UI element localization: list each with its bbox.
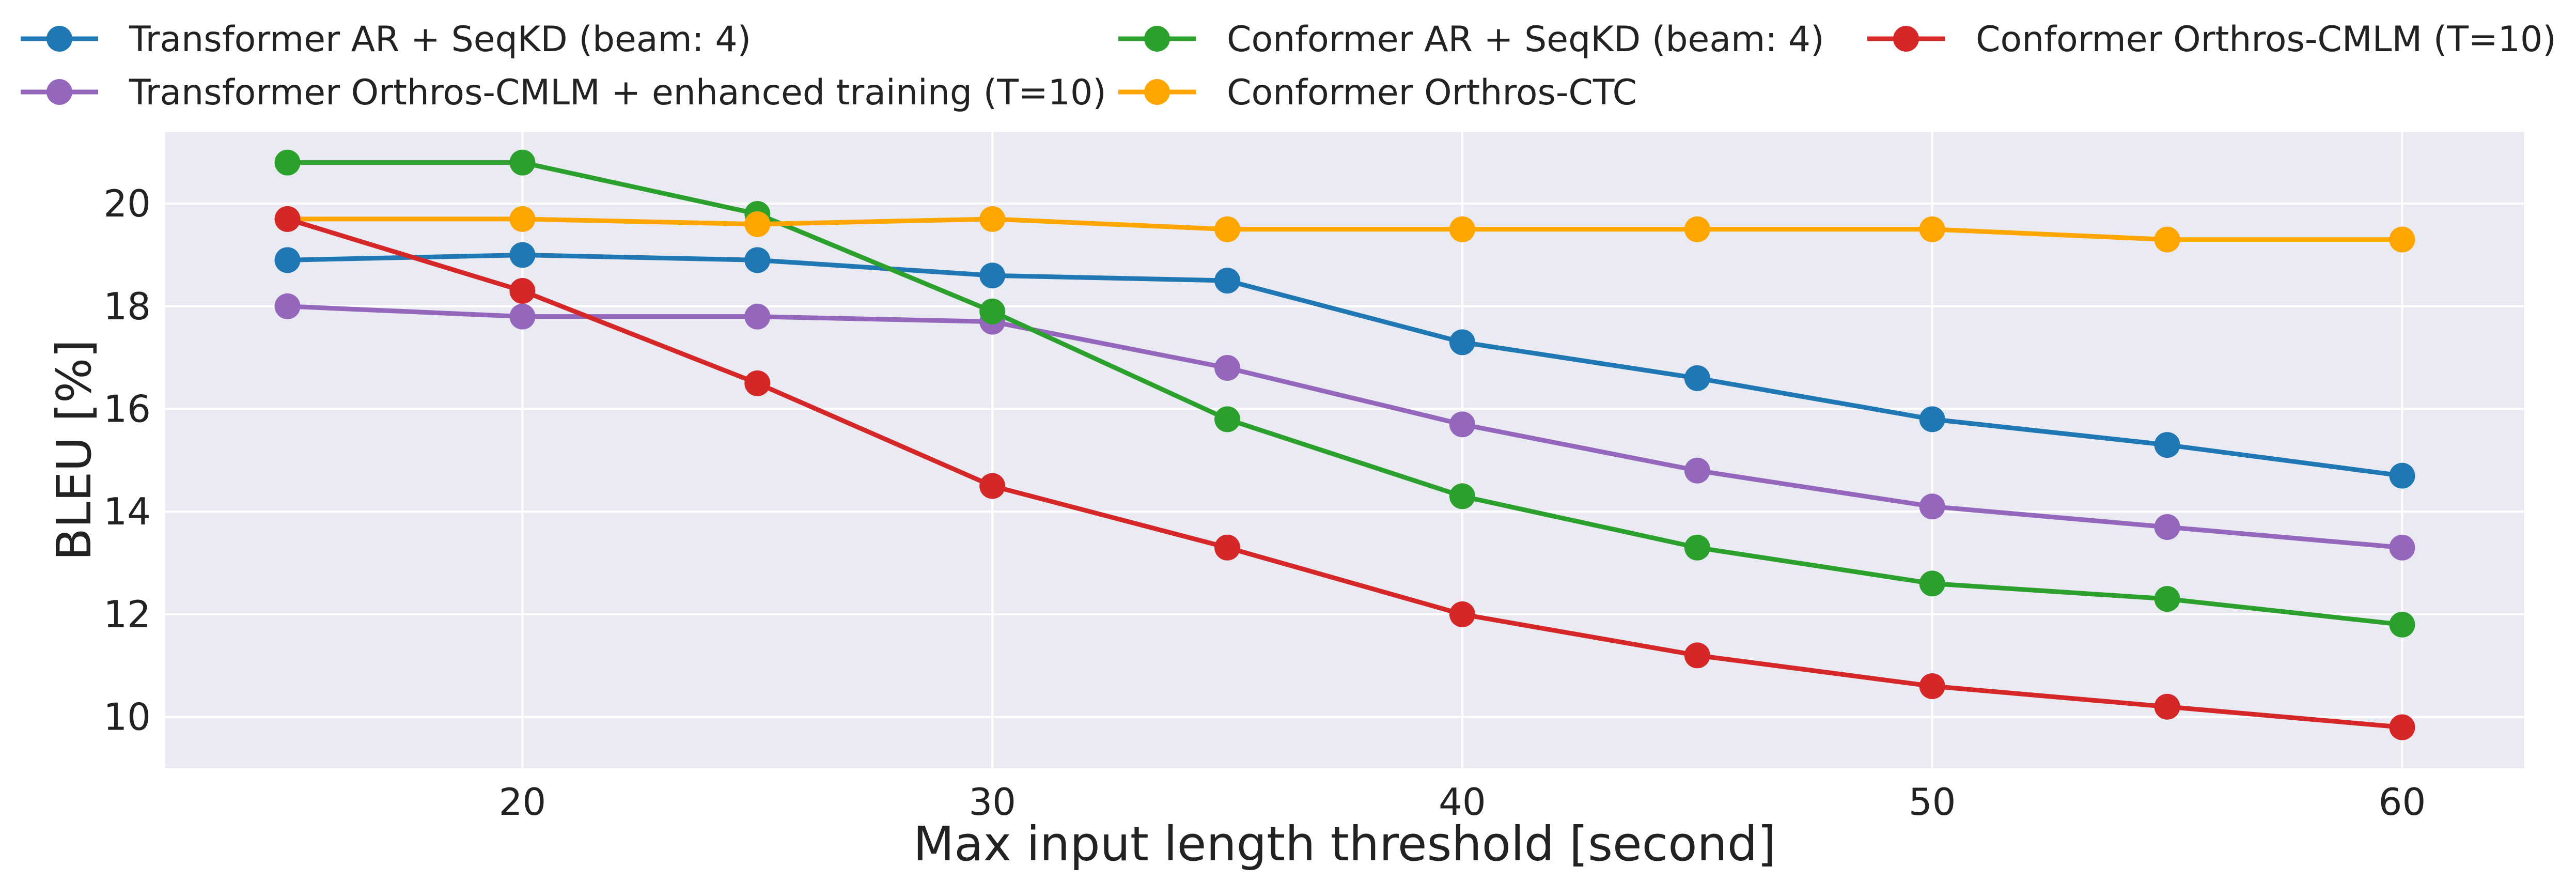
series-line bbox=[287, 216, 2402, 242]
data-point bbox=[744, 303, 771, 330]
series bbox=[274, 206, 2415, 740]
data-point bbox=[1684, 365, 1710, 391]
series bbox=[274, 242, 2415, 489]
data-point bbox=[1214, 355, 1241, 381]
x-tick-label: 40 bbox=[1439, 780, 1486, 824]
series-line bbox=[287, 252, 2403, 478]
data-point bbox=[509, 242, 536, 268]
data-point bbox=[274, 293, 301, 319]
data-point bbox=[1684, 457, 1710, 484]
legend-marker bbox=[46, 79, 72, 105]
data-point bbox=[744, 370, 771, 396]
data-point bbox=[979, 298, 1006, 324]
series bbox=[274, 149, 2415, 638]
data-point bbox=[2154, 693, 2180, 720]
data-point bbox=[1684, 216, 1710, 242]
y-axis-title: BLEU [%] bbox=[46, 339, 102, 561]
data-point bbox=[2154, 226, 2180, 253]
x-tick-label: 50 bbox=[1909, 780, 1956, 824]
y-tick-label: 20 bbox=[103, 182, 151, 225]
y-tick-labels: 10 12 14 16 18 20 bbox=[103, 182, 151, 739]
data-point bbox=[1684, 534, 1710, 561]
legend-item: Transformer Orthros-CMLM + enhanced trai… bbox=[21, 72, 1106, 113]
data-point bbox=[1214, 268, 1241, 294]
data-point bbox=[2389, 714, 2415, 740]
data-point bbox=[1919, 406, 1945, 432]
y-tick-label: 12 bbox=[103, 593, 151, 636]
data-point bbox=[1449, 329, 1475, 355]
legend-item: Conformer AR + SeqKD (beam: 4) bbox=[1118, 19, 1824, 60]
series-line bbox=[287, 216, 2402, 730]
legend-marker bbox=[1144, 79, 1170, 105]
legend-marker bbox=[1144, 26, 1170, 52]
y-tick-label: 10 bbox=[103, 695, 151, 739]
data-point bbox=[509, 206, 536, 232]
data-point bbox=[2389, 226, 2415, 253]
legend-marker bbox=[46, 26, 72, 52]
data-point bbox=[509, 149, 536, 176]
data-point bbox=[2389, 534, 2415, 561]
data-point bbox=[2389, 611, 2415, 638]
data-point bbox=[979, 206, 1006, 232]
x-axis-title: Max input length threshold [second] bbox=[913, 816, 1776, 872]
data-point bbox=[1919, 216, 1945, 242]
data-point bbox=[2154, 514, 2180, 540]
data-point bbox=[744, 211, 771, 237]
data-point bbox=[509, 303, 536, 330]
legend-marker bbox=[1893, 26, 1919, 52]
data-point bbox=[1214, 406, 1241, 432]
series-layer bbox=[274, 149, 2415, 740]
y-tick-label: 18 bbox=[103, 285, 151, 328]
legend-label: Conformer Orthros-CTC bbox=[1227, 72, 1637, 113]
legend-item: Transformer AR + SeqKD (beam: 4) bbox=[21, 19, 751, 60]
data-point bbox=[274, 247, 301, 273]
series-line bbox=[287, 304, 2402, 550]
data-point bbox=[2154, 586, 2180, 612]
legend-label: Conformer Orthros-CMLM (T=10) bbox=[1976, 19, 2556, 60]
data-point bbox=[1919, 570, 1945, 597]
x-tick-label: 20 bbox=[499, 780, 547, 824]
data-point bbox=[1449, 411, 1475, 438]
data-point bbox=[1919, 673, 1945, 700]
legend-label: Conformer AR + SeqKD (beam: 4) bbox=[1227, 19, 1824, 60]
x-tick-label: 30 bbox=[969, 780, 1016, 824]
data-point bbox=[274, 206, 301, 232]
data-point bbox=[979, 262, 1006, 289]
y-tick-label: 16 bbox=[103, 388, 151, 431]
x-tick-labels: 20 30 40 50 60 bbox=[499, 780, 2426, 824]
data-point bbox=[2154, 432, 2180, 458]
data-point bbox=[1449, 483, 1475, 509]
data-point bbox=[744, 247, 771, 273]
legend-label: Transformer Orthros-CMLM + enhanced trai… bbox=[129, 72, 1106, 113]
legend-label: Transformer AR + SeqKD (beam: 4) bbox=[129, 19, 751, 60]
data-point bbox=[1214, 216, 1241, 242]
x-tick-label: 60 bbox=[2379, 780, 2426, 824]
legend-item: Conformer Orthros-CMLM (T=10) bbox=[1867, 19, 2556, 60]
data-point bbox=[1684, 642, 1710, 669]
legend: Transformer AR + SeqKD (beam: 4) Transfor… bbox=[21, 19, 2556, 113]
series-line bbox=[287, 160, 2402, 627]
data-point bbox=[1919, 493, 1945, 520]
data-point bbox=[2389, 462, 2415, 489]
legend-item: Conformer Orthros-CTC bbox=[1118, 72, 1637, 113]
data-point bbox=[979, 473, 1006, 499]
y-tick-label: 14 bbox=[103, 490, 151, 533]
data-point bbox=[1449, 216, 1475, 242]
data-point bbox=[509, 278, 536, 304]
data-point bbox=[1449, 601, 1475, 627]
data-point bbox=[1214, 534, 1241, 561]
data-point bbox=[274, 149, 301, 176]
